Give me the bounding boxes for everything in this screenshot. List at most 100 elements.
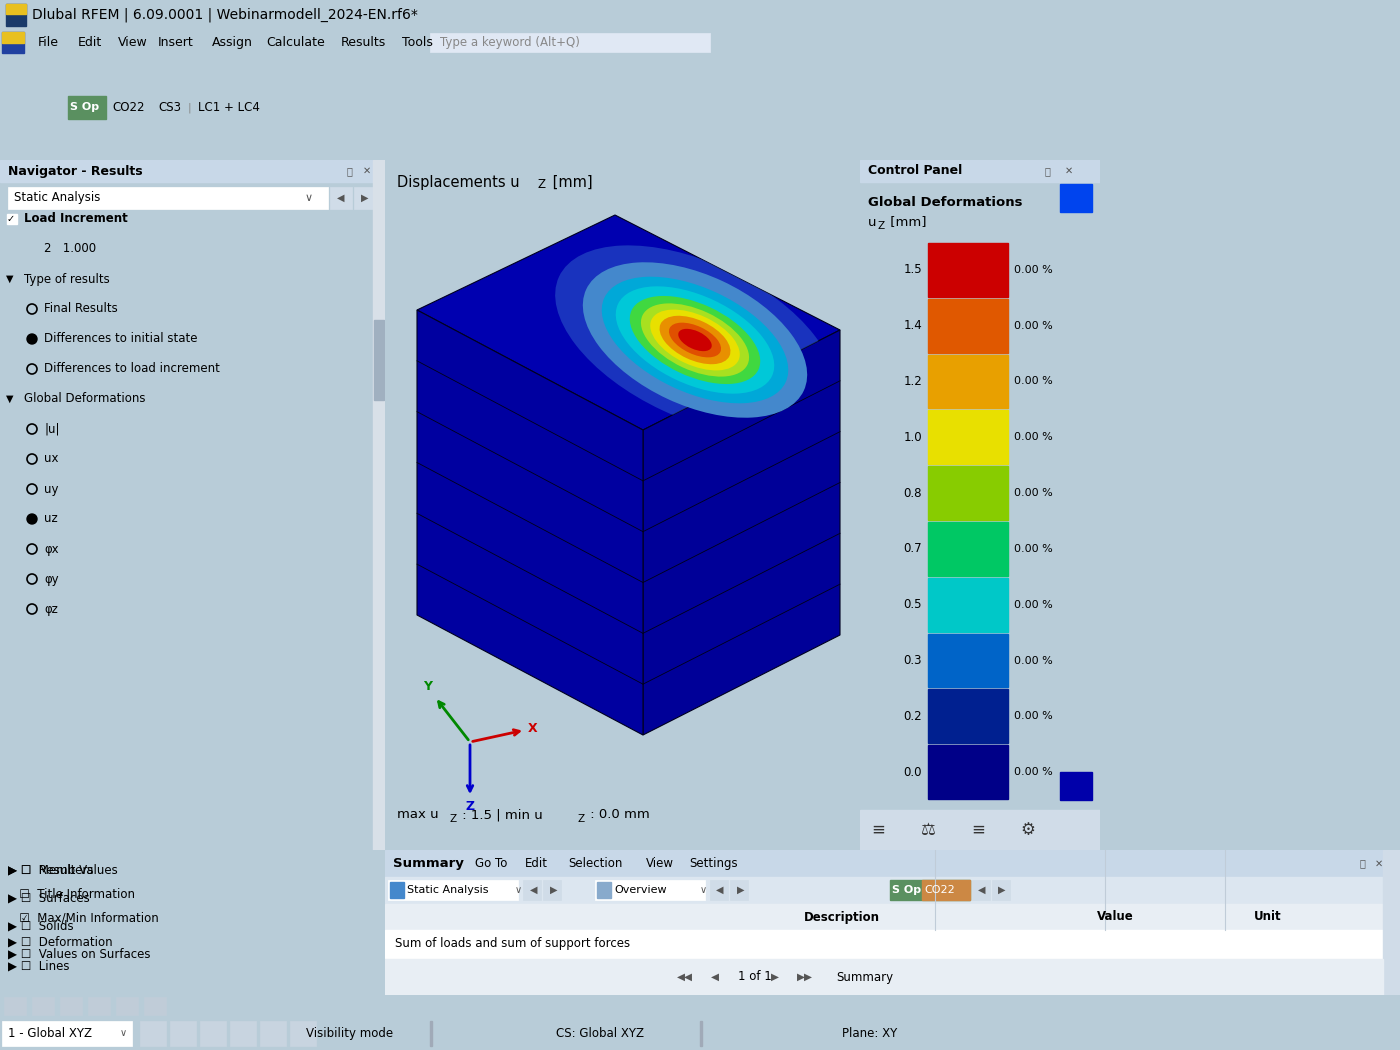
- Ellipse shape: [686, 334, 704, 346]
- Text: Z: Z: [878, 220, 885, 231]
- Bar: [290, 1021, 316, 1046]
- Bar: [595, 880, 706, 900]
- Bar: [6, 4, 27, 14]
- Bar: [230, 1021, 256, 1046]
- Bar: [6, 4, 27, 26]
- Text: 0.2: 0.2: [903, 710, 923, 722]
- Text: Description: Description: [804, 910, 879, 924]
- Text: ▶: ▶: [736, 885, 745, 895]
- Text: ux: ux: [43, 453, 59, 465]
- Bar: [260, 1021, 286, 1046]
- Text: ⚙: ⚙: [1021, 821, 1036, 839]
- Text: |u|: |u|: [43, 422, 59, 436]
- Text: 🗕: 🗕: [347, 166, 353, 176]
- Bar: [60, 998, 83, 1015]
- Text: Type a keyword (Alt+Q): Type a keyword (Alt+Q): [440, 36, 580, 49]
- Bar: [923, 880, 970, 900]
- Text: Static Analysis: Static Analysis: [14, 191, 101, 205]
- Bar: [69, 96, 106, 119]
- Bar: [928, 299, 1008, 353]
- Bar: [4, 998, 27, 1015]
- Text: Visibility mode: Visibility mode: [307, 1027, 393, 1040]
- Text: ∨: ∨: [515, 885, 522, 895]
- Text: 0.7: 0.7: [903, 543, 923, 555]
- Text: Type of results: Type of results: [24, 273, 109, 286]
- Text: 0.0: 0.0: [903, 765, 923, 779]
- Bar: [700, 1021, 701, 1046]
- Text: ◀: ◀: [337, 193, 344, 203]
- Text: 0.00 %: 0.00 %: [1014, 768, 1053, 777]
- Text: 1.5: 1.5: [903, 264, 923, 276]
- Text: Overview: Overview: [615, 885, 666, 895]
- Bar: [140, 1021, 167, 1046]
- Text: ▶ ☐  Surfaces: ▶ ☐ Surfaces: [8, 891, 90, 904]
- Bar: [430, 1021, 433, 1046]
- Bar: [1, 32, 24, 52]
- Bar: [1383, 850, 1400, 995]
- Ellipse shape: [669, 322, 721, 357]
- Bar: [88, 998, 111, 1015]
- Text: CO22: CO22: [112, 101, 144, 114]
- Text: 0.00 %: 0.00 %: [1014, 433, 1053, 442]
- Polygon shape: [417, 310, 643, 735]
- Text: S Op: S Op: [892, 885, 921, 895]
- Text: ✕: ✕: [1375, 859, 1383, 868]
- Bar: [928, 355, 1008, 408]
- Text: max u: max u: [398, 808, 438, 821]
- Ellipse shape: [650, 310, 739, 371]
- Bar: [928, 466, 1008, 520]
- Polygon shape: [417, 215, 840, 430]
- Text: Edit: Edit: [525, 857, 547, 870]
- Text: Load Increment: Load Increment: [24, 212, 127, 226]
- Text: 1.4: 1.4: [903, 319, 923, 332]
- Text: ▶ ☐  Solids: ▶ ☐ Solids: [8, 920, 74, 932]
- Text: View: View: [645, 857, 673, 870]
- Bar: [0, 160, 385, 182]
- Text: : 1.5 | min u: : 1.5 | min u: [458, 808, 543, 821]
- Text: Edit: Edit: [78, 36, 102, 49]
- Text: Go To: Go To: [475, 857, 507, 870]
- Bar: [729, 880, 748, 900]
- Text: ▶▶: ▶▶: [797, 972, 813, 982]
- Text: 0.00 %: 0.00 %: [1014, 711, 1053, 721]
- Bar: [1060, 772, 1092, 800]
- Text: φz: φz: [43, 603, 57, 615]
- Text: ▶ ☐  Deformation: ▶ ☐ Deformation: [8, 936, 112, 948]
- Bar: [928, 411, 1008, 464]
- Bar: [144, 998, 167, 1015]
- Text: Y: Y: [424, 680, 433, 693]
- Text: View: View: [118, 36, 148, 49]
- Bar: [385, 850, 1400, 877]
- Bar: [596, 882, 610, 898]
- Text: 2   1.000: 2 1.000: [43, 243, 97, 255]
- Text: CS: Global XYZ: CS: Global XYZ: [556, 1027, 644, 1040]
- Text: ◀: ◀: [979, 885, 986, 895]
- Text: uy: uy: [43, 483, 59, 496]
- Text: 1 of 1: 1 of 1: [738, 970, 771, 984]
- Text: Final Results: Final Results: [43, 302, 118, 315]
- Text: Plane: XY: Plane: XY: [843, 1027, 897, 1040]
- Text: Summary: Summary: [836, 970, 893, 984]
- Text: ▶: ▶: [361, 193, 368, 203]
- Circle shape: [28, 335, 36, 343]
- Text: 🗕: 🗕: [1359, 859, 1366, 868]
- Text: Selection: Selection: [568, 857, 623, 870]
- Text: ∨: ∨: [700, 885, 707, 895]
- Bar: [928, 690, 1008, 743]
- Ellipse shape: [630, 296, 760, 384]
- Text: ✓: ✓: [7, 214, 15, 224]
- Text: ≡: ≡: [871, 821, 885, 839]
- Text: Z: Z: [449, 814, 456, 824]
- Text: Results: Results: [342, 36, 386, 49]
- Text: ▶ ☐  Result Values: ▶ ☐ Result Values: [8, 863, 118, 877]
- Text: Static Analysis: Static Analysis: [407, 885, 489, 895]
- Bar: [928, 243, 1008, 297]
- Text: Control Panel: Control Panel: [868, 165, 962, 177]
- Text: ▶ ☐  Members: ▶ ☐ Members: [8, 863, 94, 877]
- Text: ☐  Title Information: ☐ Title Information: [8, 887, 134, 901]
- Bar: [860, 160, 1100, 182]
- Text: ▶: ▶: [998, 885, 1005, 895]
- Text: ✕: ✕: [1065, 166, 1074, 176]
- Text: 0.00 %: 0.00 %: [1014, 655, 1053, 666]
- Text: Displacements u: Displacements u: [398, 174, 519, 189]
